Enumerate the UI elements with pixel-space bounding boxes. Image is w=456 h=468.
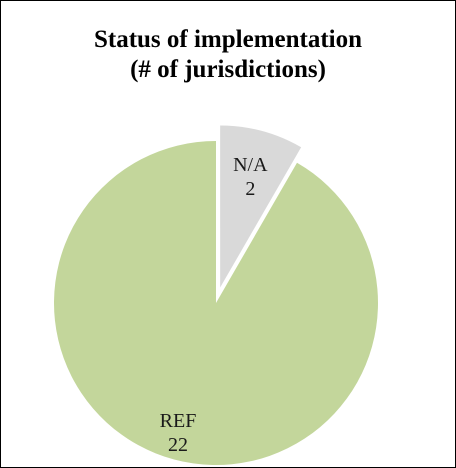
data-label-category-ref: REF xyxy=(160,410,197,432)
data-label-value-ref: 22 xyxy=(168,434,188,456)
data-label-category-n-a: N/A xyxy=(233,154,268,176)
chart-title-line-1: Status of implementation xyxy=(93,26,363,53)
chart-title: Status of implementation (# of jurisdict… xyxy=(1,25,455,85)
chart-title-line-2: (# of jurisdictions) xyxy=(130,56,326,83)
pie-slice-ref xyxy=(54,141,379,465)
data-label-value-n-a: 2 xyxy=(245,178,255,200)
pie-slice-n-a xyxy=(220,125,302,288)
